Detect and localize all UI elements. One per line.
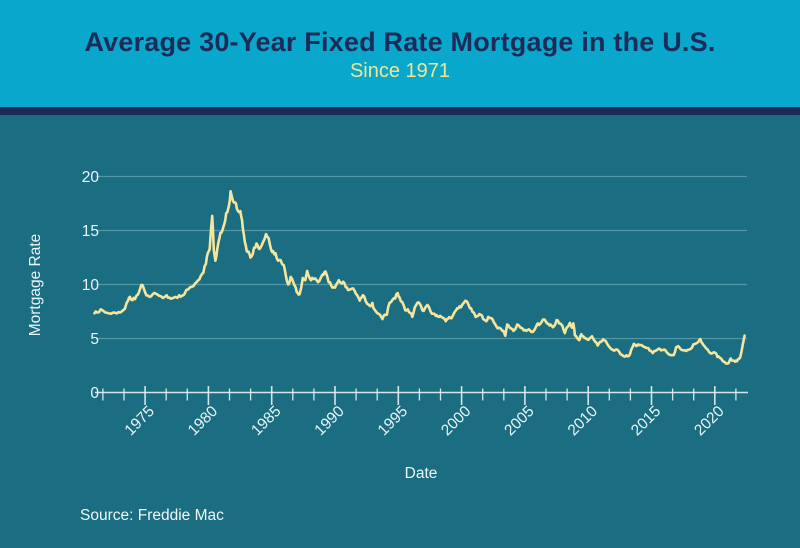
x-tick-label-1990: 1990 xyxy=(311,403,348,440)
y-axis-title: Mortgage Rate xyxy=(27,234,44,337)
y-tick-label-5: 5 xyxy=(90,331,99,348)
chart-plot: 0 5 10 15 20 1975 1980 1985 1990 1995 2000 2005 2010… xyxy=(82,169,748,439)
x-tick-label-2015: 2015 xyxy=(628,403,664,439)
chart-area: 0 5 10 15 20 1975 1980 1985 1990 1995 2000 2005 2010… xyxy=(0,115,800,540)
y-tick-label-20: 20 xyxy=(82,169,100,186)
y-tick-label-15: 15 xyxy=(82,223,99,240)
x-tick-label-2005: 2005 xyxy=(501,403,537,439)
y-tick-label-0: 0 xyxy=(90,385,99,402)
source-text: Source: Freddie Mac xyxy=(80,507,224,524)
mortgage-rate-line xyxy=(93,190,746,365)
y-tick-label-10: 10 xyxy=(82,277,100,294)
divider-bar xyxy=(0,107,800,115)
chart-title: Average 30-Year Fixed Rate Mortgage in t… xyxy=(84,26,716,57)
x-tick-label-2010: 2010 xyxy=(565,403,602,440)
header: Average 30-Year Fixed Rate Mortgage in t… xyxy=(0,0,800,107)
x-tick-label-2000: 2000 xyxy=(438,403,475,440)
x-axis-title: Date xyxy=(405,465,438,482)
chart-subtitle: Since 1971 xyxy=(349,59,451,82)
x-tick-label-1995: 1995 xyxy=(375,403,411,439)
x-tick-label-1980: 1980 xyxy=(185,403,222,440)
x-tick-label-1985: 1985 xyxy=(248,403,284,439)
mortgage-rate-line-chart: 0 5 10 15 20 1975 1980 1985 1990 1995 2000 2005 2010… xyxy=(27,169,748,524)
x-tick-label-1975: 1975 xyxy=(122,403,158,439)
x-tick-label-2020: 2020 xyxy=(691,403,728,440)
